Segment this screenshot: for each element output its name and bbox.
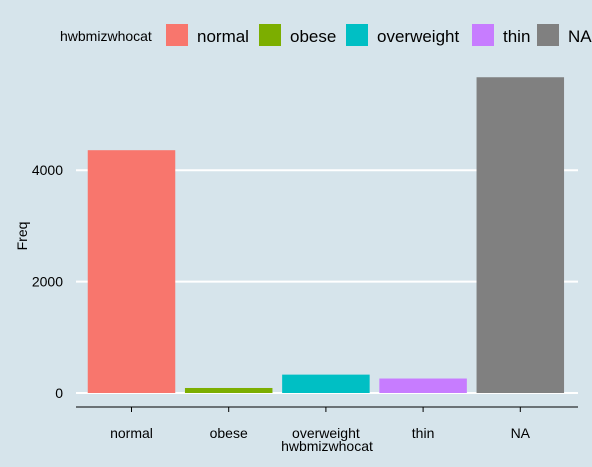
- x-tick-label-na: NA: [511, 425, 531, 441]
- bar-na: [476, 77, 565, 393]
- legend: hwbmizwhocat normal obese overweight thin NA: [60, 24, 592, 46]
- legend-title: hwbmizwhocat: [60, 28, 152, 44]
- x-tick-label-normal: normal: [110, 425, 153, 441]
- legend-label-thin: thin: [503, 27, 530, 46]
- y-axis-title: Freq: [14, 222, 30, 251]
- y-tick-label-0: 0: [55, 385, 63, 401]
- y-tick-label-2000: 2000: [32, 274, 63, 290]
- bar-overweight: [282, 374, 370, 393]
- legend-label-na: NA: [568, 27, 592, 46]
- legend-swatch-normal: [166, 24, 188, 46]
- legend-label-normal: normal: [197, 27, 249, 46]
- y-tick-label-4000: 4000: [32, 162, 63, 178]
- legend-label-obese: obese: [290, 27, 336, 46]
- x-tick-label-overweight: overweight: [292, 425, 360, 441]
- legend-swatch-overweight: [346, 24, 368, 46]
- x-axis-ticks: normal obese overweight thin NA: [110, 407, 531, 441]
- x-axis-title: hwbmizwhocat: [281, 438, 373, 454]
- legend-label-overweight: overweight: [377, 27, 459, 46]
- legend-swatch-obese: [259, 24, 281, 46]
- y-axis-ticks: 0 2000 4000: [32, 162, 63, 401]
- legend-swatch-thin: [472, 24, 494, 46]
- bars: [87, 77, 565, 393]
- legend-items: normal obese overweight thin NA: [166, 24, 592, 46]
- x-tick-label-thin: thin: [412, 425, 435, 441]
- bar-obese: [184, 387, 273, 393]
- bar-thin: [379, 378, 467, 393]
- bar-normal: [87, 150, 176, 393]
- x-tick-label-obese: obese: [210, 425, 248, 441]
- legend-swatch-na: [537, 24, 559, 46]
